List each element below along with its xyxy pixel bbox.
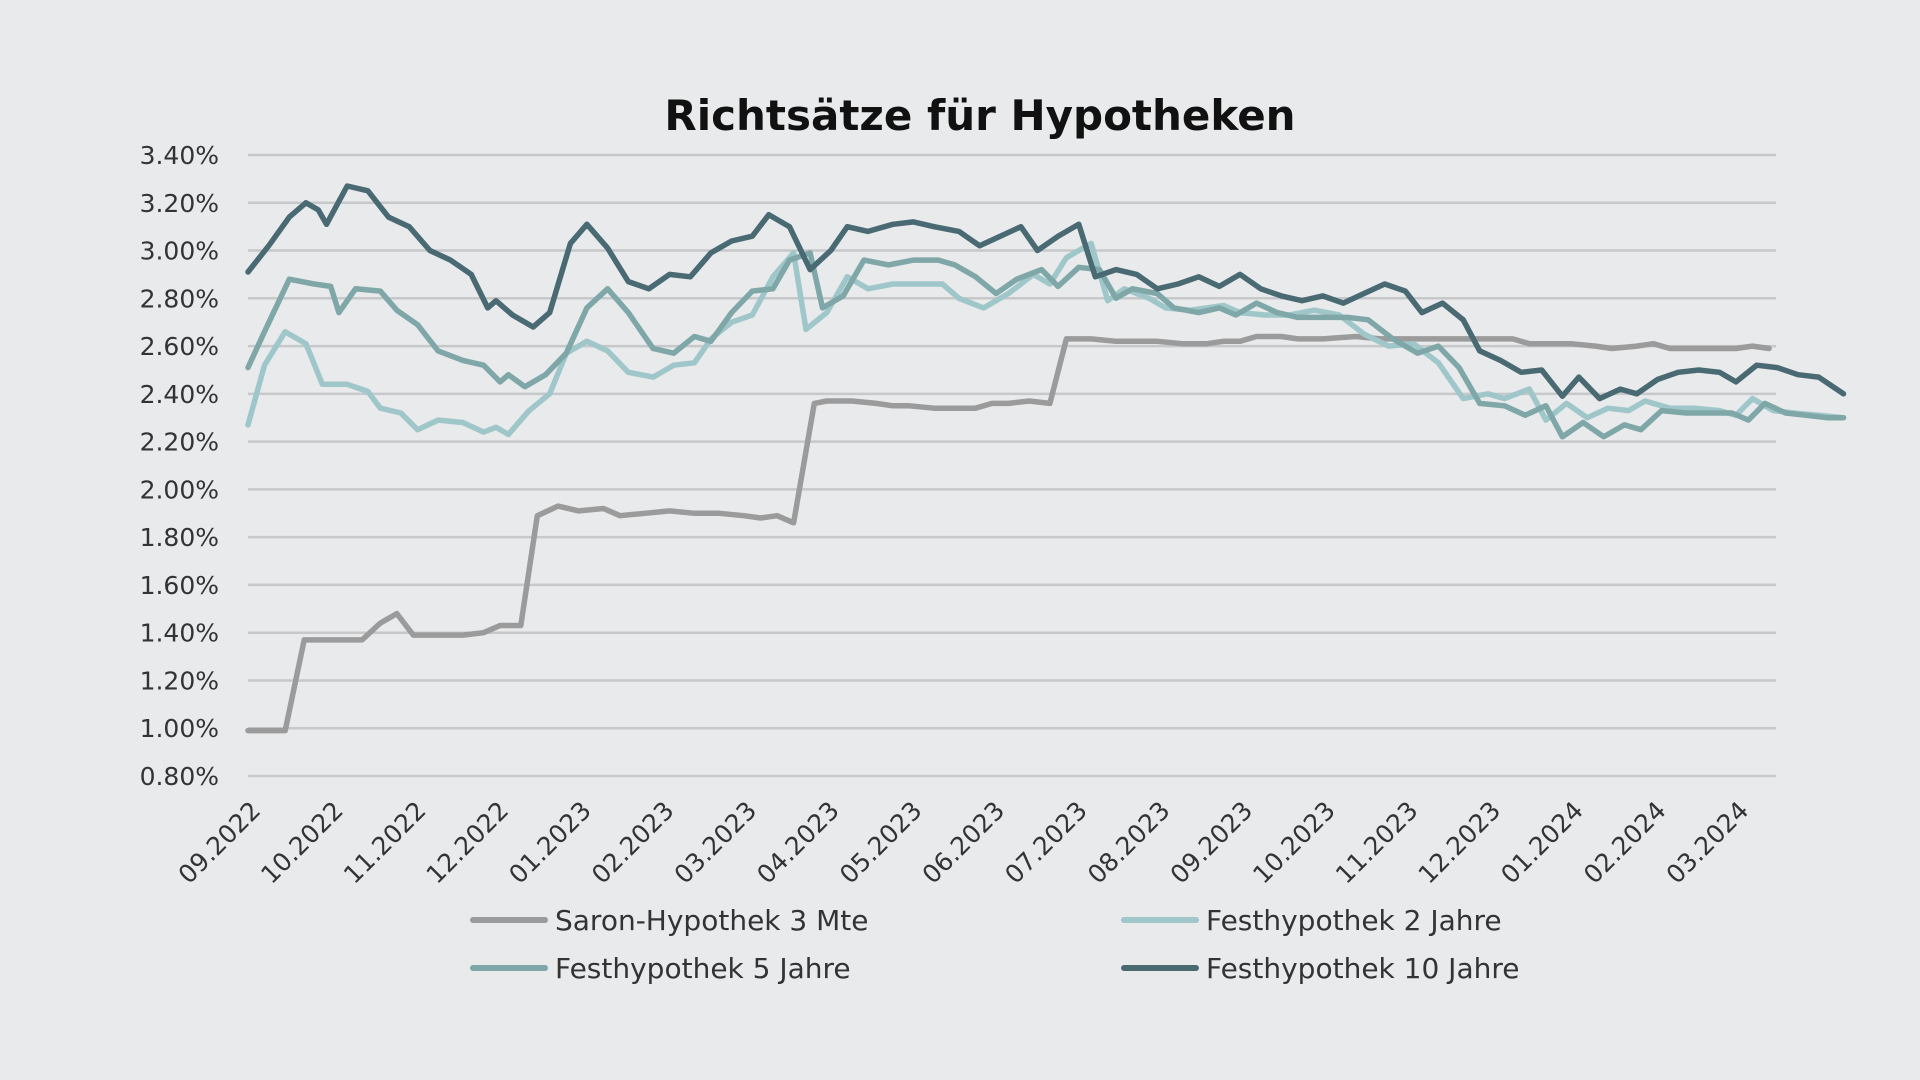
- series-lines: [245, 183, 1847, 734]
- x-tick-label: 04.2023: [751, 796, 845, 890]
- y-tick-label: 3.00%: [140, 237, 219, 266]
- x-tick-label: 02.2024: [1578, 796, 1672, 890]
- legend-label: Saron-Hypothek 3 Mte: [555, 904, 868, 937]
- x-tick-label: 11.2023: [1330, 796, 1424, 890]
- series-line-3: [245, 250, 1847, 440]
- y-tick-label: 2.40%: [140, 380, 219, 409]
- y-tick-label: 3.40%: [140, 141, 219, 170]
- gridlines: [248, 153, 1776, 778]
- legend-label: Festhypothek 2 Jahre: [1206, 904, 1502, 937]
- x-tick-label: 12.2023: [1413, 796, 1507, 890]
- x-axis-tick-labels: 09.202210.202211.202212.202201.202302.20…: [173, 796, 1755, 890]
- x-tick-label: 03.2023: [669, 796, 763, 890]
- x-tick-label: 09.2023: [1165, 796, 1259, 890]
- legend: Saron-Hypothek 3 Mte Festhypothek 2 Jahre…: [470, 904, 1519, 985]
- series-line-1: [245, 333, 1772, 734]
- x-tick-label: 03.2024: [1661, 796, 1755, 890]
- y-tick-label: 1.00%: [140, 714, 219, 743]
- y-tick-label: 0.80%: [140, 762, 219, 791]
- y-axis-tick-labels: 0.80% 1.00% 1.20% 1.40% 1.60% 1.80% 2.00% 2.20%…: [140, 141, 219, 791]
- x-tick-label: 10.2022: [255, 796, 349, 890]
- x-tick-label: 12.2022: [421, 796, 515, 890]
- series-line-2: [245, 240, 1847, 438]
- x-tick-label: 11.2022: [338, 796, 432, 890]
- series-line-4: [245, 183, 1847, 402]
- x-tick-label: 01.2024: [1495, 796, 1589, 890]
- legend-label: Festhypothek 5 Jahre: [555, 952, 851, 985]
- y-tick-label: 1.40%: [140, 619, 219, 648]
- y-tick-label: 2.80%: [140, 284, 219, 313]
- x-tick-label: 01.2023: [503, 796, 597, 890]
- y-tick-label: 1.80%: [140, 523, 219, 552]
- y-tick-label: 2.60%: [140, 332, 219, 361]
- x-tick-label: 02.2023: [586, 796, 680, 890]
- y-tick-label: 1.60%: [140, 571, 219, 600]
- y-tick-label: 2.20%: [140, 428, 219, 457]
- x-tick-label: 10.2023: [1247, 796, 1341, 890]
- chart-title: Richtsätze für Hypotheken: [664, 91, 1295, 140]
- legend-label: Festhypothek 10 Jahre: [1206, 952, 1519, 985]
- x-tick-label: 08.2023: [1082, 796, 1176, 890]
- x-tick-label: 09.2022: [173, 796, 267, 890]
- y-tick-label: 2.00%: [140, 475, 219, 504]
- x-tick-label: 07.2023: [999, 796, 1093, 890]
- x-tick-label: 06.2023: [917, 796, 1011, 890]
- y-tick-label: 1.20%: [140, 666, 219, 695]
- x-tick-label: 05.2023: [834, 796, 928, 890]
- y-tick-label: 3.20%: [140, 189, 219, 218]
